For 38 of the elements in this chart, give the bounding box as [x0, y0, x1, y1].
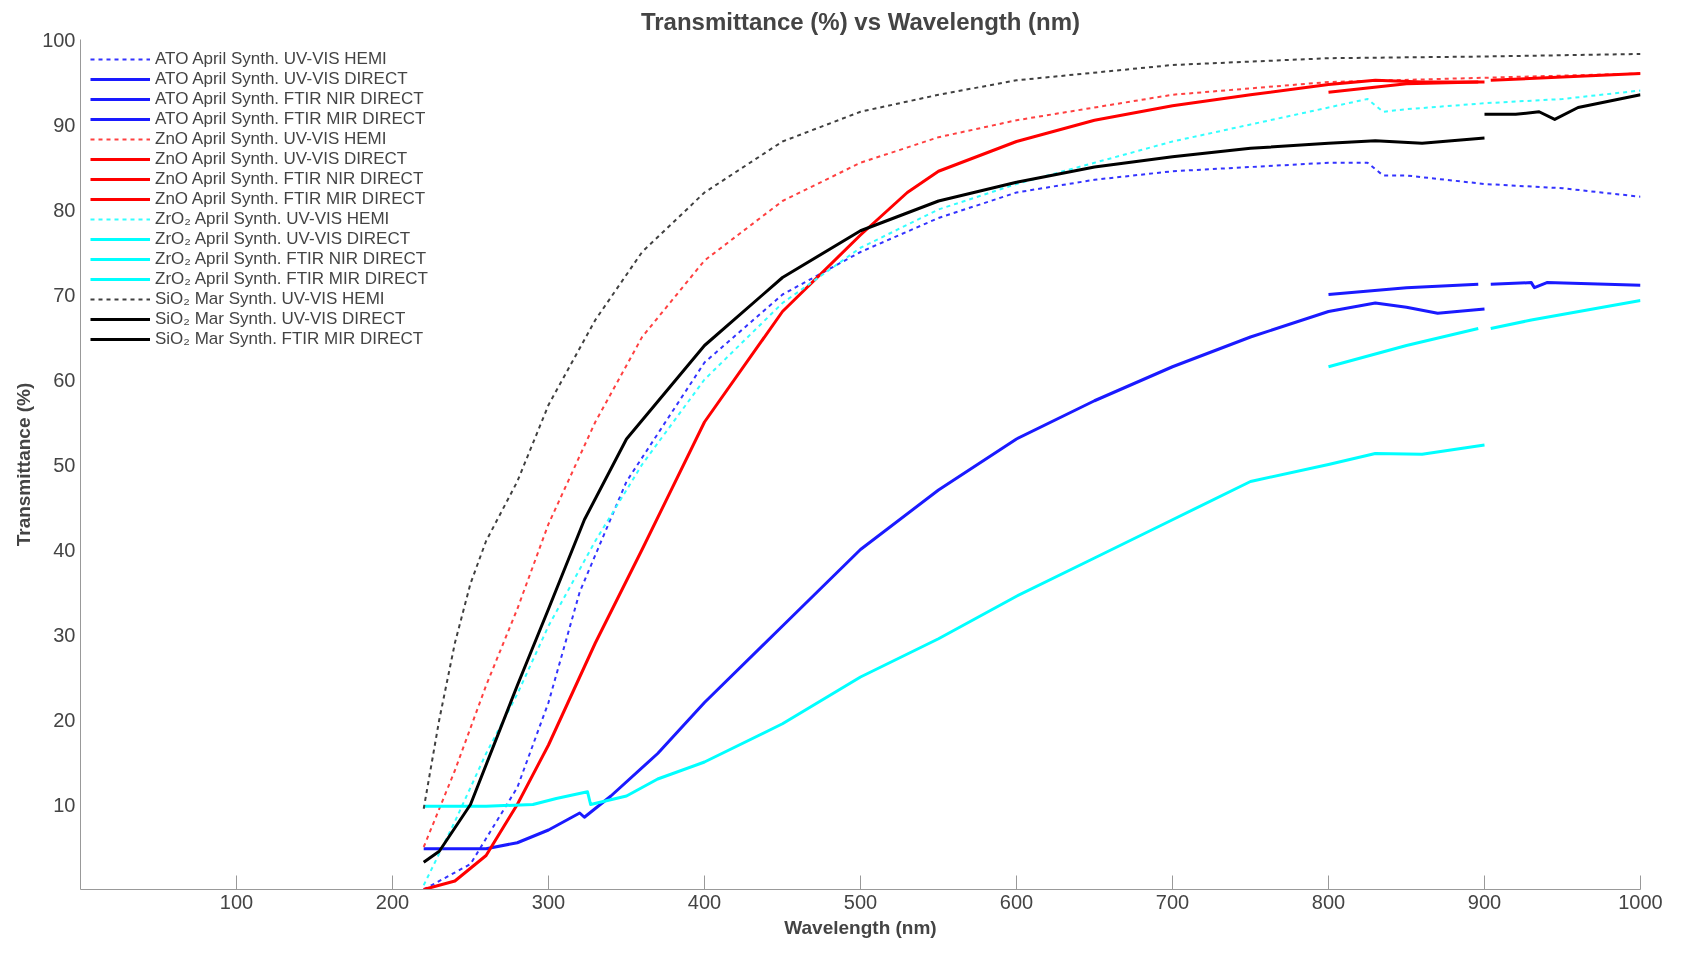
x-axis-title: Wavelength (nm) [784, 916, 937, 938]
x-tick-label: 200 [375, 890, 410, 913]
x-tick-label: 300 [531, 890, 566, 913]
legend-label: ATO April Synth. UV-VIS DIRECT [155, 69, 408, 89]
y-tick-label: 80 [53, 198, 76, 221]
y-tick-label: 50 [53, 453, 76, 476]
x-tick-label: 400 [687, 890, 722, 913]
y-tick-label: 30 [53, 623, 76, 646]
y-tick-label: 90 [53, 113, 76, 136]
y-tick-label: 10 [53, 793, 76, 816]
x-tick-label: 500 [843, 890, 878, 913]
legend-label: ATO April Synth. FTIR MIR DIRECT [155, 109, 426, 129]
x-tick-label: 600 [999, 890, 1034, 913]
legend-label: SiO₂ Mar Synth. UV-VIS DIRECT [155, 309, 406, 329]
chart-title: Transmittance (%) vs Wavelength (nm) [640, 7, 1081, 35]
legend-label: ZrO₂ April Synth. FTIR NIR DIRECT [155, 249, 427, 269]
legend-label: ZrO₂ April Synth. UV-VIS DIRECT [155, 229, 411, 249]
legend-label: SiO₂ Mar Synth. FTIR MIR DIRECT [155, 329, 424, 349]
x-tick-label: 1000 [1618, 890, 1663, 913]
y-tick-label: 60 [53, 368, 76, 391]
legend-label: ZnO April Synth. UV-VIS DIRECT [155, 149, 408, 169]
legend-label: ATO April Synth. FTIR NIR DIRECT [155, 89, 424, 109]
y-tick-label: 40 [53, 538, 76, 561]
legend-label: ZnO April Synth. FTIR MIR DIRECT [155, 189, 426, 209]
legend-label: ATO April Synth. UV-VIS HEMI [155, 49, 387, 69]
y-tick-label: 100 [42, 28, 76, 51]
legend-label: ZrO₂ April Synth. UV-VIS HEMI [155, 209, 390, 229]
y-axis-title: Transmittance (%) [13, 382, 35, 547]
x-tick-label: 800 [1311, 890, 1346, 913]
legend-label: ZnO April Synth. UV-VIS HEMI [155, 129, 387, 149]
legend-label: ZrO₂ April Synth. FTIR MIR DIRECT [155, 269, 428, 289]
legend-label: ZnO April Synth. FTIR NIR DIRECT [155, 169, 424, 189]
x-tick-label: 700 [1155, 890, 1190, 913]
y-tick-label: 20 [53, 708, 76, 731]
legend-label: SiO₂ Mar Synth. UV-VIS HEMI [155, 289, 385, 309]
y-tick-label: 70 [53, 283, 76, 306]
x-tick-label: 900 [1467, 890, 1502, 913]
x-tick-label: 100 [219, 890, 254, 913]
